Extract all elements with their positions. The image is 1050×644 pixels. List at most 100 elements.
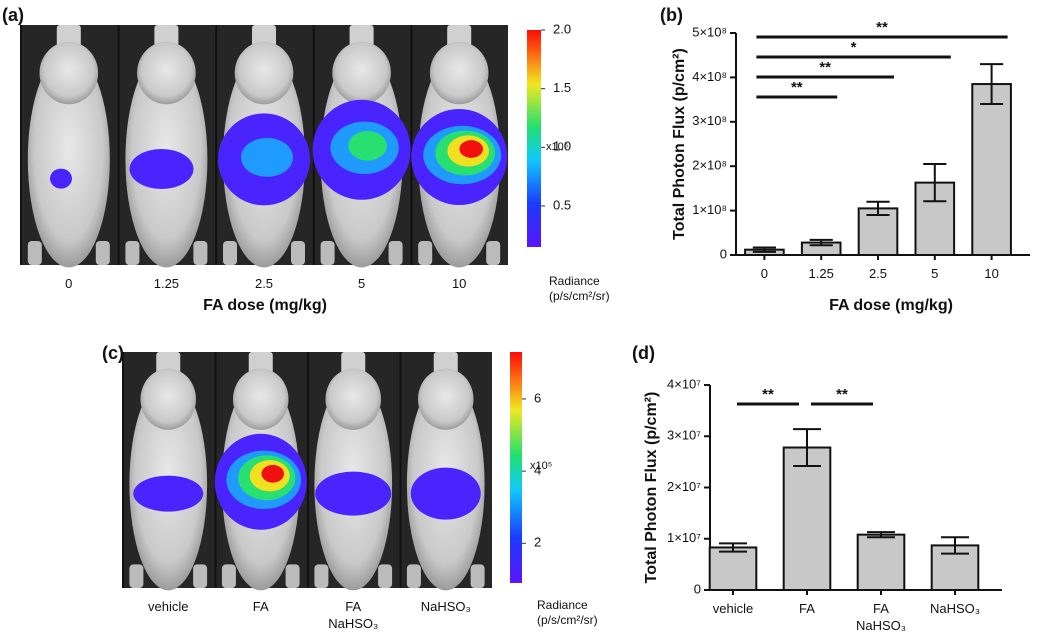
bar (857, 207, 899, 257)
divider (122, 352, 124, 588)
error-bar (793, 428, 821, 467)
x-axis-title: FA dose (mg/kg) (203, 297, 327, 314)
divider (410, 25, 413, 265)
signal-overlay (410, 467, 481, 520)
paw (223, 241, 238, 265)
error-bar (923, 162, 947, 203)
paw (193, 241, 208, 265)
signal-overlay (129, 149, 194, 189)
y-tick-label: 1×10⁸ (692, 202, 727, 217)
x-tick-label: NaHSO₃ (929, 601, 981, 616)
y-tick-label: 5×10⁸ (692, 24, 727, 39)
paw (221, 564, 236, 588)
colorbar-multiplier: x10⁶ (546, 141, 568, 153)
signal-overlay (133, 475, 204, 512)
y-tick-label: 0 (720, 246, 727, 261)
signal-overlay (348, 131, 387, 161)
paw (129, 564, 144, 588)
category-label: vehicle (148, 599, 189, 614)
paw (388, 241, 403, 265)
paw (320, 241, 335, 265)
paw (486, 241, 501, 265)
paw (290, 241, 305, 265)
paw (378, 564, 393, 588)
mouse-head (325, 368, 381, 430)
y-tick-label: 3×10⁸ (692, 113, 727, 128)
bar (708, 546, 758, 592)
paw (470, 564, 485, 588)
panel-label: (c) (102, 343, 124, 363)
significance-label: ** (791, 79, 803, 96)
signal-overlay (459, 140, 483, 158)
signal-overlay (49, 168, 72, 189)
signal-overlay (315, 471, 392, 516)
category-label: FA NaHSO₃ (328, 599, 379, 631)
error-bar (867, 531, 895, 539)
divider (307, 352, 309, 588)
significance-label: * (851, 39, 857, 56)
category-label: 0 (65, 276, 73, 291)
colorbar (510, 352, 522, 583)
colorbar-tick-label: 0.5 (553, 197, 571, 212)
bar (782, 446, 832, 591)
y-axis-title: Total Photon Flux (p/cm²) (671, 48, 688, 240)
error-bar (752, 246, 776, 253)
mouse-head (140, 368, 196, 430)
colorbar (527, 30, 541, 247)
y-tick-label: 1×10⁷ (667, 530, 701, 545)
significance-label: ** (762, 386, 774, 403)
error-bar (980, 63, 1004, 106)
category-label: 5 (357, 276, 366, 291)
divider (20, 25, 22, 265)
panel-label: (d) (632, 343, 655, 363)
category-label: 2.5 (254, 276, 274, 291)
colorbar-tick-label: 1.0 (553, 139, 571, 154)
paw (125, 241, 140, 265)
paw (95, 241, 110, 265)
mouse-head (234, 41, 294, 105)
y-tick-label: 0 (694, 581, 701, 596)
colorbar-multiplier: x10⁵ (530, 460, 552, 472)
x-tick-label: FA (799, 601, 815, 616)
significance-label: ** (819, 59, 831, 76)
category-label: FA (252, 599, 269, 614)
x-tick-label: vehicle (712, 601, 754, 616)
x-tick-label: 0 (760, 266, 769, 281)
mouse-head (137, 41, 196, 105)
y-tick-label: 3×10⁷ (667, 428, 701, 443)
mouse-head (332, 41, 391, 105)
bar (971, 83, 1012, 256)
significance-label: ** (876, 19, 888, 36)
paw (314, 564, 329, 588)
divider (399, 352, 402, 588)
divider (214, 352, 217, 588)
mouse-head (39, 41, 99, 105)
divider (117, 25, 120, 265)
colorbar-tick-label: 6 (534, 390, 541, 405)
mouse-head (418, 368, 474, 430)
mouse-body (27, 51, 110, 268)
x-tick-label: 10 (984, 266, 999, 281)
category-label: 1.25 (153, 276, 180, 291)
mouse-head (233, 368, 289, 430)
y-axis-title: Total Photon Flux (p/cm²) (643, 392, 660, 584)
category-label: NaHSO₃ (420, 599, 471, 614)
x-tick-label: 5 (931, 266, 939, 281)
paw (27, 241, 42, 265)
panel-label: (a) (2, 5, 24, 25)
colorbar-tick-label: 2.0 (553, 21, 571, 36)
y-tick-label: 4×10⁸ (692, 69, 727, 84)
error-bar (809, 238, 833, 247)
category-label: 10 (451, 276, 467, 291)
error-bar (719, 542, 747, 553)
colorbar-label: Radiance (p/s/cm²/sr) (549, 274, 610, 303)
divider (215, 25, 218, 265)
significance-label: ** (836, 386, 848, 403)
paw (418, 241, 433, 265)
error-bar (866, 200, 890, 217)
colorbar-tick-label: 1.5 (553, 80, 571, 95)
colorbar-tick-label: 2 (534, 535, 541, 550)
paw (193, 564, 208, 588)
